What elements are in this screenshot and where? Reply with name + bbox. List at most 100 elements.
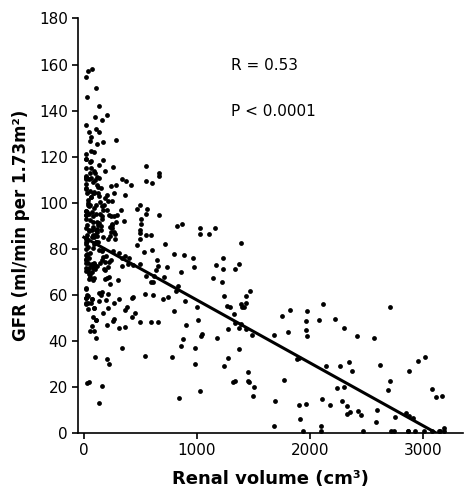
Point [82,285,90,293]
Point [84,250,91,258]
Point [95,182,102,190]
Point [87,146,95,154]
Point [118,254,125,262]
Point [422,354,429,362]
Point [92,238,99,246]
Point [340,382,348,390]
Point [94,262,101,270]
Point [169,352,176,360]
Point [95,219,103,227]
Point [124,260,132,268]
Point [98,202,105,210]
Point [153,256,161,264]
Point [82,120,90,128]
Point [103,274,111,282]
Point [84,201,92,209]
Point [83,284,90,292]
Point [405,426,412,434]
Point [82,256,90,264]
Point [128,294,136,302]
Point [175,394,183,402]
Point [85,275,93,283]
Point [94,189,102,197]
Point [99,138,106,145]
Point [93,232,101,239]
Point [373,406,381,414]
Point [98,215,106,223]
Point [303,400,310,408]
Point [95,246,103,254]
Point [86,378,93,386]
Point [96,198,104,206]
Point [104,234,112,242]
Point [246,288,254,296]
Point [98,382,106,390]
Point [99,156,106,164]
Point [82,156,90,164]
Point [84,291,91,299]
Point [243,326,250,334]
Point [88,295,96,303]
Point [102,252,110,260]
Point [110,228,117,236]
Point [108,220,115,228]
Point [171,250,178,258]
Point [86,187,94,195]
Point [91,176,99,184]
Point [102,266,109,274]
Point [109,318,117,326]
Point [93,228,101,236]
Point [242,292,250,300]
Point [231,377,239,385]
Point [82,255,90,263]
Point [194,303,201,311]
Point [95,128,103,136]
Point [181,298,189,306]
Point [87,132,95,140]
Point [107,182,115,190]
Point [199,330,206,338]
Point [84,196,92,204]
Point [89,223,97,231]
Point [89,244,97,252]
Point [83,184,90,192]
Point [87,192,95,200]
Point [141,290,149,298]
Point [82,164,90,172]
Point [115,249,123,257]
Point [128,181,135,189]
Point [286,306,294,314]
Y-axis label: GFR (ml/min per 1.73m²): GFR (ml/min per 1.73m²) [12,110,30,342]
Point [103,206,110,214]
Point [97,222,105,230]
Point [438,392,446,400]
Point [131,309,139,317]
Point [428,385,436,393]
Point [115,324,123,332]
Point [238,320,245,328]
Point [303,316,310,324]
Point [420,426,428,434]
Point [137,226,144,234]
Point [336,362,343,370]
Point [86,248,94,256]
Point [370,334,378,342]
Point [179,220,186,228]
Point [182,322,190,330]
Point [405,412,412,420]
Point [174,282,181,290]
Point [82,174,90,182]
Point [137,260,144,268]
Point [376,361,383,369]
Point [155,211,162,219]
Point [83,92,91,100]
Point [90,212,97,220]
Point [82,175,90,183]
Point [93,84,100,92]
Point [87,300,95,308]
Point [148,318,155,326]
Point [95,238,102,246]
Point [391,412,399,420]
Point [84,259,91,267]
Point [220,292,228,300]
